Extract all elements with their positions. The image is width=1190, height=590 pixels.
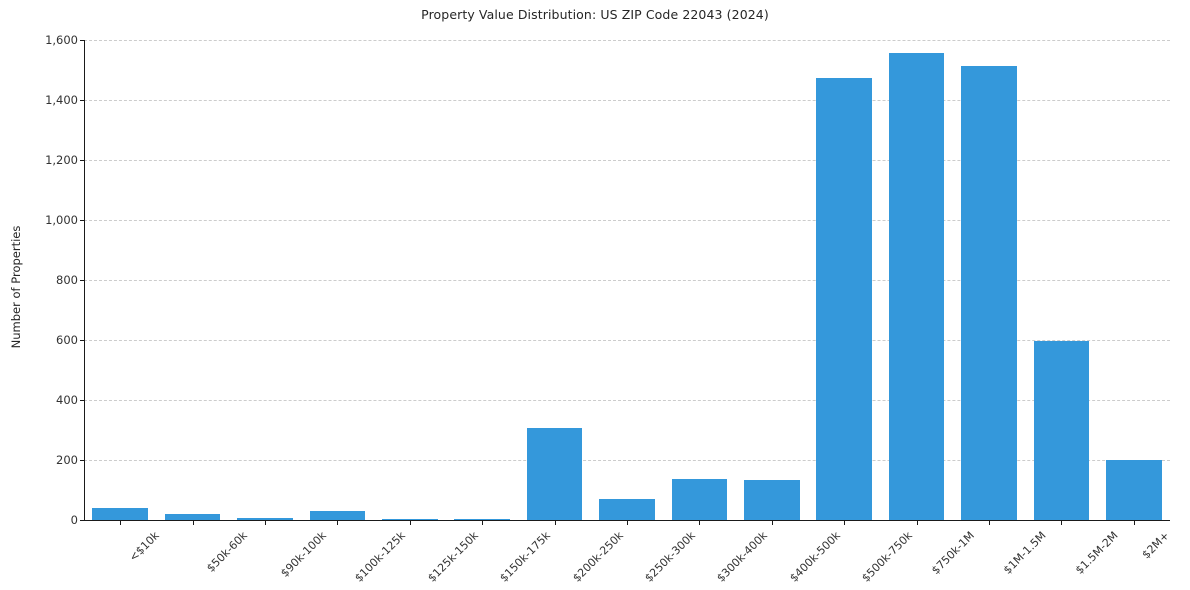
y-axis-label: Number of Properties	[9, 225, 23, 349]
x-tick-mark	[482, 520, 484, 525]
y-tick-label: 800	[56, 273, 78, 287]
x-tick-mark	[265, 520, 266, 525]
x-tick-mark	[844, 520, 846, 525]
y-tick-mark	[80, 280, 84, 281]
bar[interactable]	[888, 53, 945, 520]
y-tick-mark	[80, 520, 84, 521]
y-tick-mark	[80, 160, 84, 161]
bar[interactable]	[743, 479, 800, 520]
x-tick-mark	[192, 520, 194, 525]
bar[interactable]	[1033, 340, 1090, 520]
x-tick-mark	[1061, 520, 1063, 525]
y-tick-label: 1,400	[45, 93, 78, 107]
bar[interactable]	[961, 65, 1017, 520]
bar[interactable]	[816, 77, 873, 520]
x-tick-mark	[120, 520, 122, 525]
x-tick-label: $50k-60k	[203, 529, 250, 575]
y-tick-label: 400	[56, 393, 78, 407]
x-tick-label: $1M-1.5M	[1000, 529, 1049, 577]
bar[interactable]	[164, 514, 221, 520]
x-tick-mark	[989, 520, 990, 525]
gridline	[84, 100, 1170, 101]
x-tick-mark	[1133, 520, 1135, 525]
x-tick-label: $100k-125k	[352, 529, 409, 585]
y-tick-mark	[80, 340, 84, 341]
x-tick-label: $400k-500k	[787, 529, 843, 585]
x-tick-label: $200k-250k	[569, 529, 626, 585]
y-tick-label: 1,200	[45, 153, 78, 167]
gridline	[84, 400, 1170, 401]
y-tick-mark	[80, 220, 84, 221]
bar[interactable]	[237, 518, 293, 520]
gridline	[84, 160, 1170, 161]
x-tick-label: $750k-1M	[928, 529, 977, 577]
plot-area	[84, 40, 1170, 520]
y-tick-mark	[80, 460, 84, 461]
x-tick-label: $150k-175k	[497, 529, 554, 585]
x-tick-mark	[771, 520, 773, 525]
bar[interactable]	[599, 499, 655, 520]
gridline	[84, 460, 1170, 461]
bar[interactable]	[1105, 460, 1162, 520]
chart-title: Property Value Distribution: US ZIP Code…	[421, 7, 769, 22]
x-tick-mark	[337, 520, 339, 525]
x-tick-label: $250k-300k	[642, 529, 698, 585]
bar[interactable]	[454, 518, 511, 520]
x-tick-mark	[554, 520, 556, 525]
x-tick-label: <$10k	[126, 529, 162, 565]
y-tick-label: 1,000	[45, 213, 78, 227]
y-tick-label: 600	[56, 333, 78, 347]
gridline	[84, 340, 1170, 341]
y-tick-mark	[80, 40, 84, 41]
y-tick-label: 200	[56, 453, 78, 467]
bar[interactable]	[309, 511, 366, 520]
y-axis-line	[84, 40, 85, 520]
x-tick-label: $300k-400k	[714, 529, 771, 585]
x-tick-mark	[699, 520, 701, 525]
x-tick-label: $2M+	[1139, 529, 1172, 562]
y-tick-mark	[80, 400, 84, 401]
bar[interactable]	[526, 428, 583, 520]
x-tick-label: $1.5M-2M	[1073, 529, 1122, 577]
y-tick-label: 1,600	[45, 33, 78, 47]
gridline	[84, 280, 1170, 281]
gridline	[84, 220, 1170, 221]
x-tick-mark	[409, 520, 411, 525]
y-tick-mark	[80, 100, 84, 101]
y-tick-label: 0	[70, 513, 78, 527]
gridline	[84, 40, 1170, 41]
x-tick-label: $125k-150k	[425, 529, 481, 585]
x-tick-mark	[627, 520, 628, 525]
x-tick-label: $90k-100k	[278, 529, 329, 580]
x-tick-mark	[916, 520, 918, 525]
x-tick-label: $500k-750k	[859, 529, 916, 585]
bar[interactable]	[381, 519, 438, 520]
bar[interactable]	[671, 478, 728, 520]
bar[interactable]	[92, 508, 149, 520]
